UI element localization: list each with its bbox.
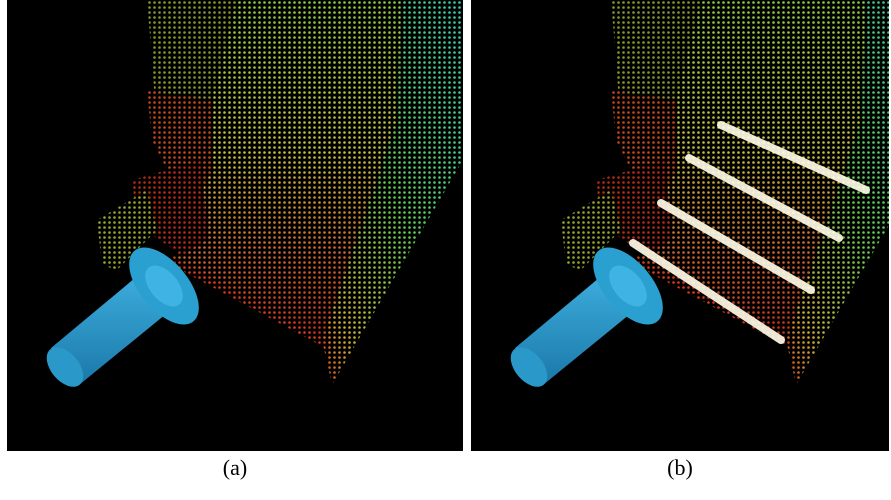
panel-b bbox=[471, 0, 891, 451]
figure: (a) (b) bbox=[0, 0, 891, 495]
caption: (a) bbox=[223, 455, 247, 480]
caption: (b) bbox=[667, 455, 693, 480]
panel-a bbox=[7, 0, 463, 451]
